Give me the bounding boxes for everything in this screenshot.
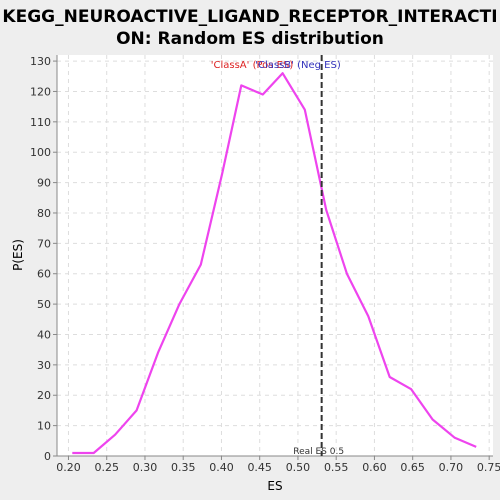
- x-tick-label: 0.45: [247, 461, 272, 474]
- y-tick-label: 0: [44, 450, 51, 463]
- real-es-label: Real ES 0.5: [293, 447, 344, 457]
- y-tick-label: 70: [37, 237, 51, 250]
- y-tick-label: 120: [30, 85, 51, 98]
- y-tick-label: 40: [37, 328, 51, 341]
- x-tick-label: 0.75: [477, 461, 500, 474]
- y-tick-label: 50: [37, 298, 51, 311]
- x-tick-label: 0.60: [362, 461, 387, 474]
- y-tick-label: 110: [30, 116, 51, 129]
- real-es-marker: Real ES 0.5: [293, 55, 344, 457]
- y-axis-label: P(ES): [11, 239, 25, 271]
- y-tick-label: 130: [30, 55, 51, 68]
- x-axis-label: ES: [267, 479, 282, 493]
- x-tick-label: 0.35: [171, 461, 196, 474]
- legend: 'ClassA' (Pos ES)'ClassB' (Neg ES): [211, 60, 341, 71]
- x-tick-label: 0.20: [56, 461, 81, 474]
- y-tick-label: 100: [30, 146, 51, 159]
- x-tick-label: 0.50: [286, 461, 311, 474]
- series-layer: [72, 72, 477, 455]
- plot-area: [57, 55, 493, 456]
- y-tick-label: 80: [37, 207, 51, 220]
- x-tick-label: 0.25: [94, 461, 119, 474]
- legend-item: 'ClassA' (Pos ES): [211, 60, 294, 71]
- y-tick-label: 90: [37, 177, 51, 190]
- axes: 0 10 20 30 40 50 60 70 80 90 100 110 120 130 0.20 0.25 0…: [30, 55, 500, 474]
- y-tick-label: 30: [37, 359, 51, 372]
- grid-lines: [57, 55, 493, 457]
- chart-title-line-2: ON: Random ES distribution: [116, 29, 384, 49]
- series-line: [72, 72, 477, 455]
- y-tick-label: 10: [37, 420, 51, 433]
- chart-title-line-1: KEGG_NEUROACTIVE_LIGAND_RECEPTOR_INTERAC…: [2, 7, 497, 27]
- x-tick-label: 0.70: [439, 461, 464, 474]
- legend-item: 'ClassB' (Neg ES): [255, 60, 341, 71]
- x-tick-label: 0.65: [400, 461, 425, 474]
- y-tick-label: 20: [37, 389, 51, 402]
- y-tick-label: 60: [37, 268, 51, 281]
- x-tick-label: 0.30: [133, 461, 158, 474]
- x-tick-label: 0.55: [324, 461, 349, 474]
- x-tick-label: 0.40: [209, 461, 234, 474]
